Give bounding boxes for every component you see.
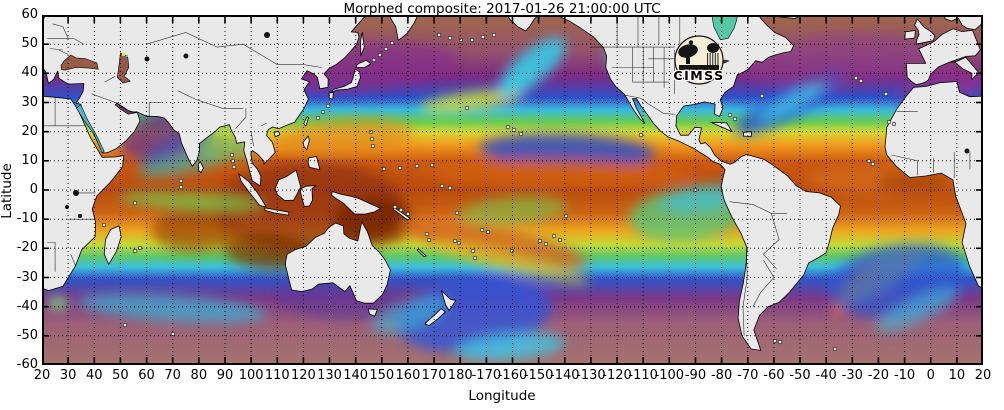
plot-title: Morphed composite: 2017-01-26 21:00:00 U… (343, 1, 661, 17)
x-tick-label: -120 (602, 368, 632, 383)
x-tick-label: -80 (710, 368, 733, 383)
x-tick-label: -70 (737, 368, 759, 383)
y-tick-label: -60 (16, 357, 38, 372)
x-tick-label: -170 (471, 368, 502, 383)
cimss-logo: CIMSS (672, 35, 724, 85)
y-tick-label: 10 (21, 152, 38, 168)
x-tick-label: -150 (523, 368, 554, 383)
x-tick-label: 40 (85, 368, 103, 383)
x-tick-label: 180 (447, 368, 473, 383)
x-tick-label: 160 (395, 368, 421, 383)
cimss-logo-text: CIMSS (673, 68, 724, 83)
x-tick-label: -30 (841, 368, 863, 383)
y-tick-label: -20 (16, 240, 38, 256)
x-tick-label: -160 (497, 368, 528, 383)
world-map-canvas: CIMSS (42, 15, 983, 365)
x-tick-label: -130 (576, 368, 606, 383)
y-tick-label: 50 (21, 36, 38, 52)
y-tick-label: 30 (21, 94, 38, 110)
y-tick-label: -50 (16, 327, 38, 343)
x-tick-label: -60 (763, 368, 785, 383)
x-tick-label: 130 (317, 368, 342, 383)
y-tick-label: 20 (21, 123, 38, 139)
x-tick-label: 60 (138, 368, 155, 383)
landmasses (42, 15, 983, 352)
y-tick-label: 40 (21, 65, 38, 81)
x-tick-label: 100 (238, 368, 264, 383)
y-tick-label: 60 (21, 7, 38, 22)
x-tick-label: -110 (628, 368, 658, 383)
plot-frame (42, 15, 983, 365)
x-tick-label: -40 (815, 368, 837, 383)
x-tick-label: 120 (290, 368, 316, 383)
x-tick-label: -90 (684, 368, 707, 383)
y-tick-label: -30 (16, 269, 38, 285)
y-tick-label: -40 (16, 298, 38, 314)
x-axis-title: Longitude (468, 388, 536, 404)
x-tick-label: 140 (343, 368, 369, 383)
x-tick-label: 170 (421, 368, 447, 383)
graticule-grid (42, 15, 983, 365)
x-tick-label: 0 (926, 368, 935, 383)
x-tick-label: 10 (948, 368, 966, 383)
x-tick-label: 20 (33, 368, 51, 383)
x-tick-label: 50 (112, 368, 129, 383)
x-tick-label: 110 (264, 368, 290, 383)
y-tick-label: -10 (16, 211, 38, 227)
x-tick-label: -50 (789, 368, 811, 383)
x-tick-label: -140 (550, 368, 580, 383)
x-tick-label: -100 (654, 368, 685, 383)
x-tick-label: -10 (893, 368, 916, 383)
x-tick-label: 30 (59, 368, 77, 383)
x-tick-label: -20 (867, 368, 890, 383)
x-tick-label: 20 (974, 368, 992, 383)
x-tick-label: 90 (216, 368, 234, 383)
x-tick-label: 80 (190, 368, 208, 383)
y-tick-label: 0 (29, 182, 38, 197)
x-tick-label: 150 (369, 368, 395, 383)
political-borders (42, 15, 971, 336)
x-tick-label: 70 (164, 368, 181, 383)
map-plot-area: CIMSS (42, 15, 983, 365)
